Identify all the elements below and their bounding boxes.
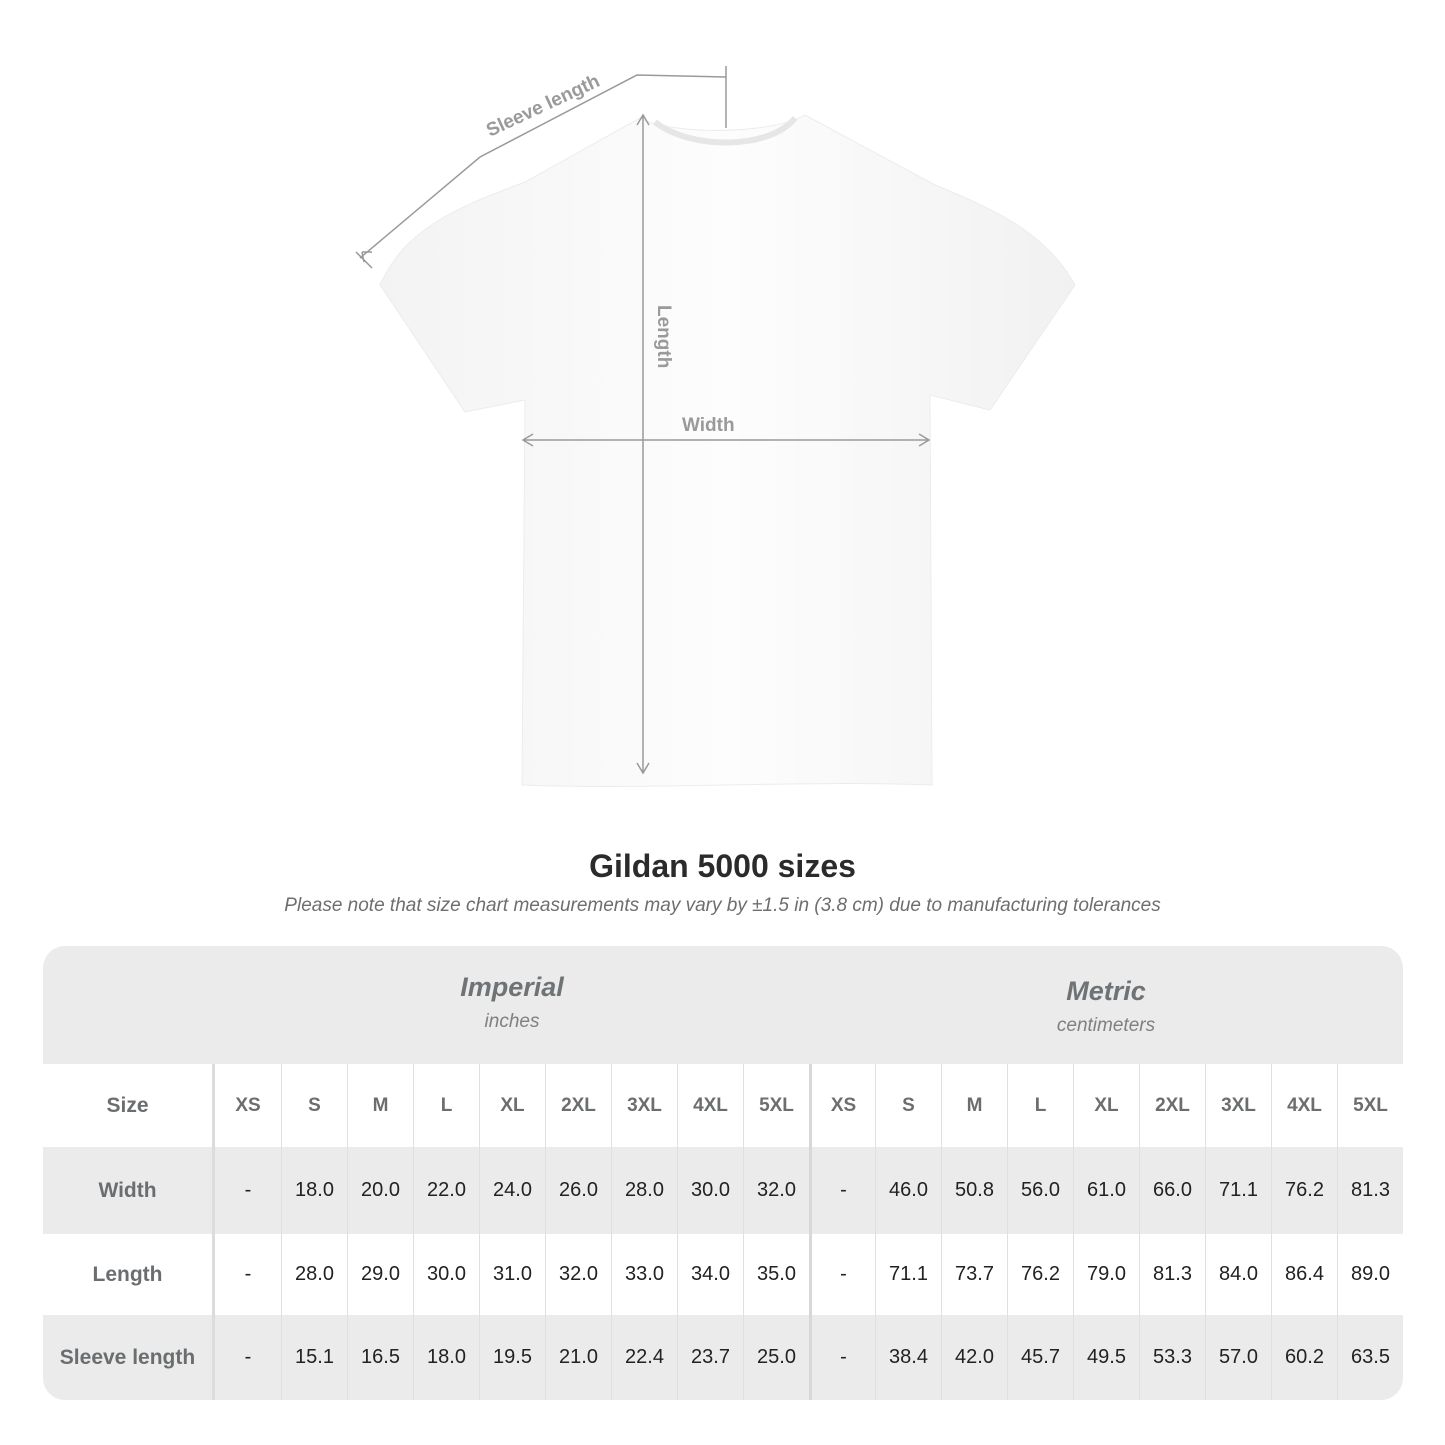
table-cell: 28.0 (281, 1234, 347, 1315)
table-cell: 63.5 (1337, 1315, 1403, 1400)
table-cell: 18.0 (413, 1315, 479, 1400)
metric-unit: centimeters (1056, 1015, 1156, 1036)
tshirt-diagram: Sleeve length Length Width (355, 66, 1076, 787)
row-label: Sleeve length (43, 1315, 215, 1400)
table-cell: 30.0 (677, 1147, 743, 1234)
size-header-cell: L (413, 1064, 479, 1147)
table-cell: 86.4 (1271, 1234, 1337, 1315)
table-cell: 20.0 (347, 1147, 413, 1234)
table-cell: 71.1 (1205, 1147, 1271, 1234)
table-cell: 84.0 (1205, 1234, 1271, 1315)
size-header-cell: 4XL (1271, 1064, 1337, 1147)
size-header-cell: 3XL (1205, 1064, 1271, 1147)
size-table: Imperial inches Metric centimeters Size X… (43, 946, 1403, 1400)
size-header-cell: XL (479, 1064, 545, 1147)
table-cell: 23.7 (677, 1315, 743, 1400)
table-cell: 35.0 (743, 1234, 809, 1315)
table-cell: 22.4 (611, 1315, 677, 1400)
size-header-cell: XS (809, 1064, 875, 1147)
table-cell: 60.2 (1271, 1315, 1337, 1400)
width-label: Width (682, 415, 735, 436)
size-header-cell: 5XL (743, 1064, 809, 1147)
table-cell: 53.3 (1139, 1315, 1205, 1400)
length-measure-line (636, 113, 650, 775)
imperial-header: Imperial inches (215, 946, 809, 1064)
table-cell: 57.0 (1205, 1315, 1271, 1400)
table-cell: 29.0 (347, 1234, 413, 1315)
table-cell: 22.0 (413, 1147, 479, 1234)
table-cell: 73.7 (941, 1234, 1007, 1315)
table-cell: 32.0 (743, 1147, 809, 1234)
imperial-title: Imperial (460, 972, 564, 1002)
table-cell: 42.0 (941, 1315, 1007, 1400)
table-cell: - (809, 1315, 875, 1400)
table-cell: 26.0 (545, 1147, 611, 1234)
tolerance-note: Please note that size chart measurements… (284, 895, 1161, 916)
table-cell: 71.1 (875, 1234, 941, 1315)
table-cell: 66.0 (1139, 1147, 1205, 1234)
table-cell: 45.7 (1007, 1315, 1073, 1400)
table-cell: 32.0 (545, 1234, 611, 1315)
table-cell: 34.0 (677, 1234, 743, 1315)
size-header-cell: 2XL (1139, 1064, 1205, 1147)
sleeve-length-label: Sleeve length (483, 71, 603, 142)
size-header-cell: M (941, 1064, 1007, 1147)
chart-title: Gildan 5000 sizes (589, 848, 856, 884)
table-row: Width -18.0 20.0 22.0 24.0 26.0 28.0 30.0 32.0-4… (43, 1147, 1403, 1234)
table-cell: 61.0 (1073, 1147, 1139, 1234)
table-cell: 46.0 (875, 1147, 941, 1234)
table-cell: 30.0 (413, 1234, 479, 1315)
table-cell: - (244, 1263, 252, 1285)
table-cell: 25.0 (743, 1315, 809, 1400)
row-label: Length (43, 1234, 215, 1315)
tshirt-shape (379, 114, 1076, 787)
table-cell: 76.2 (1007, 1234, 1073, 1315)
table-cell: 15.1 (281, 1315, 347, 1400)
size-header-cell: 5XL (1337, 1064, 1403, 1147)
table-cell: - (244, 1179, 252, 1201)
table-cell: 81.3 (1139, 1234, 1205, 1315)
size-header-cell: 3XL (611, 1064, 677, 1147)
size-header-row: Size XS S M L XL 2XL 3XL 4XL 5XL XS S M L XL 2XL 3XL 4XL 5… (43, 1064, 1403, 1147)
size-header-cell: 2XL (545, 1064, 611, 1147)
table-cell: 81.3 (1337, 1147, 1403, 1234)
table-cell: - (809, 1234, 875, 1315)
size-header-cell: L (1007, 1064, 1073, 1147)
table-cell: 31.0 (479, 1234, 545, 1315)
imperial-unit: inches (484, 1011, 540, 1032)
table-cell: 38.4 (875, 1315, 941, 1400)
length-label: Length (653, 305, 674, 368)
table-cell: 89.0 (1337, 1234, 1403, 1315)
table-cell: - (809, 1147, 875, 1234)
size-header-cell: M (347, 1064, 413, 1147)
width-measure-line (521, 433, 931, 447)
table-cell: 76.2 (1271, 1147, 1337, 1234)
table-row: Length -28.0 29.0 30.0 31.0 32.0 33.0 34.0 35.0-… (43, 1234, 1403, 1315)
row-label: Size (43, 1064, 215, 1147)
size-header-cell: S (281, 1064, 347, 1147)
table-cell: 79.0 (1073, 1234, 1139, 1315)
table-cell: 49.5 (1073, 1315, 1139, 1400)
table-cell: - (244, 1346, 252, 1368)
table-cell: 16.5 (347, 1315, 413, 1400)
table-cell: 50.8 (941, 1147, 1007, 1234)
table-row: Sleeve length - 15.1 16.5 18.0 19.5 21.0 22.4 23… (43, 1315, 1403, 1400)
table-cell: 28.0 (611, 1147, 677, 1234)
metric-header: Metric centimeters (809, 946, 1403, 1064)
table-cell: 33.0 (611, 1234, 677, 1315)
table-cell: 21.0 (545, 1315, 611, 1400)
table-cell: 19.5 (479, 1315, 545, 1400)
size-header-cell: S (875, 1064, 941, 1147)
size-header-cell: XL (1073, 1064, 1139, 1147)
size-header-cell: 4XL (677, 1064, 743, 1147)
size-header-cell: XS (235, 1094, 261, 1116)
table-cell: 24.0 (479, 1147, 545, 1234)
row-label: Width (43, 1147, 215, 1234)
metric-title: Metric (1066, 976, 1146, 1006)
table-cell: 18.0 (281, 1147, 347, 1234)
table-cell: 56.0 (1007, 1147, 1073, 1234)
